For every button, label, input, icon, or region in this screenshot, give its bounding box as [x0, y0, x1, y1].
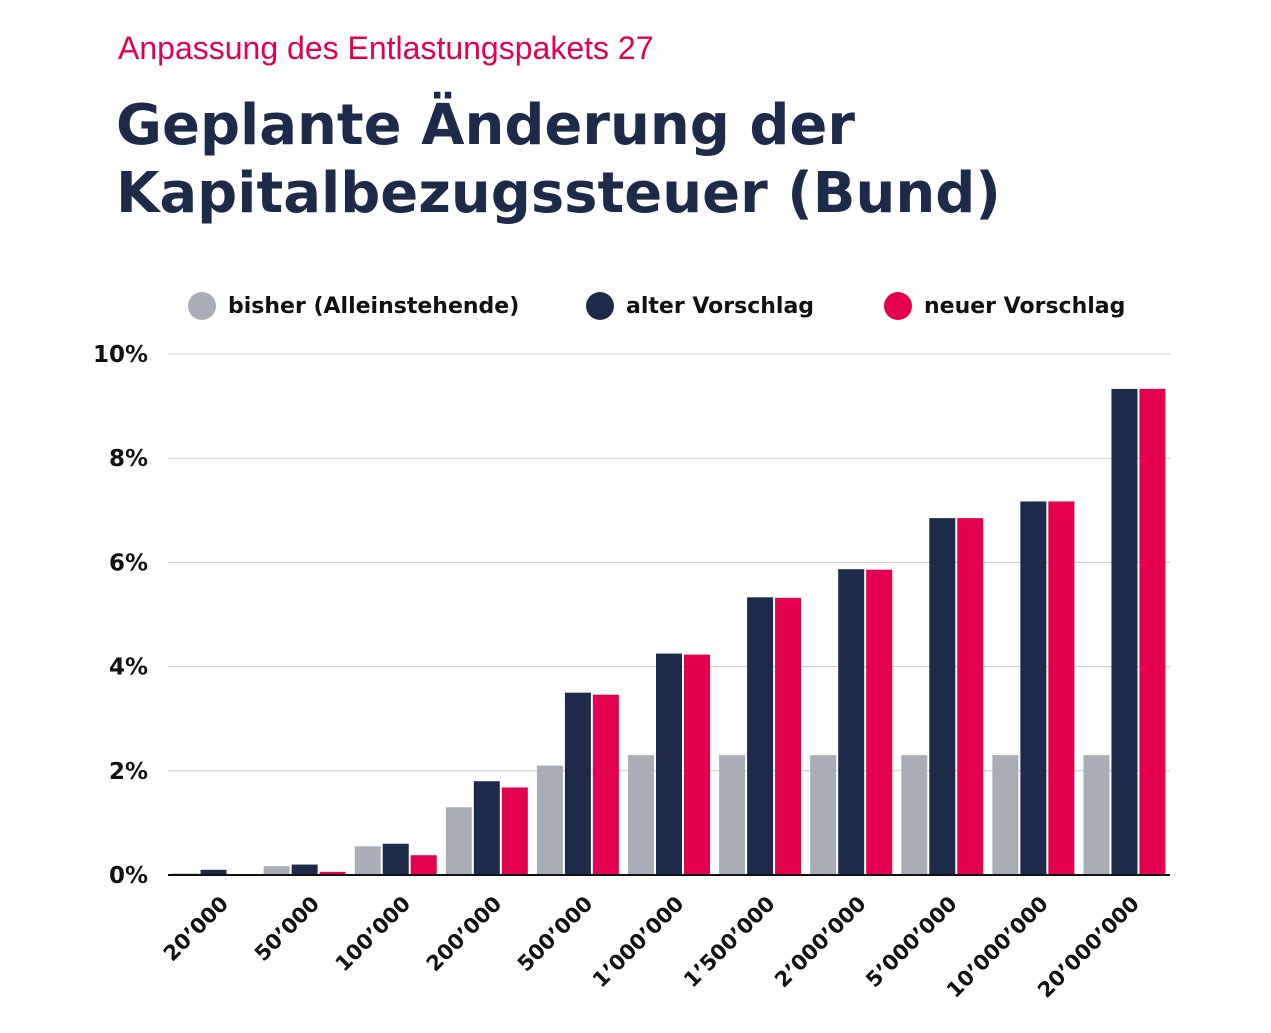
legend-item-alter: alter Vorschlag: [586, 286, 814, 326]
legend-item-neuer: neuer Vorschlag: [884, 286, 1125, 326]
legend-label-bisher: bisher (Alleinstehende): [228, 293, 520, 319]
y-tick-label: 8%: [109, 446, 148, 472]
chart-legend: bisher (Alleinstehende) alter Vorschlag …: [0, 286, 1271, 326]
legend-swatch-neuer: [884, 292, 912, 320]
y-tick-label: 0%: [109, 863, 148, 889]
bar: [901, 755, 928, 875]
x-tick-label: 1’000’000: [588, 892, 689, 993]
bar: [1111, 388, 1138, 875]
x-tick-label: 200’000: [422, 892, 507, 977]
bar: [747, 597, 774, 875]
bar: [1083, 755, 1110, 875]
chart-subtitle: Anpassung des Entlastungspakets 27: [118, 30, 654, 66]
bar: [263, 866, 290, 875]
bar: [536, 765, 563, 875]
x-tick-label: 500’000: [513, 892, 598, 977]
y-tick-label: 2%: [109, 759, 148, 785]
bar: [291, 864, 318, 875]
bar: [838, 569, 865, 875]
bar: [866, 569, 893, 875]
chart-title-line-2: Kapitalbezugssteuer (Bund): [116, 161, 1001, 226]
bar: [1020, 501, 1047, 875]
y-tick-label: 6%: [109, 550, 148, 576]
legend-swatch-bisher: [188, 292, 216, 320]
chart-title: Geplante Änderung der Kapitalbezugssteue…: [116, 92, 1216, 228]
x-tick-label: 2’000’000: [770, 892, 871, 993]
legend-label-neuer: neuer Vorschlag: [924, 293, 1126, 319]
bar: [445, 807, 472, 875]
bar: [473, 781, 500, 875]
x-tick-label: 5’000’000: [861, 892, 962, 993]
legend-label-alter: alter Vorschlag: [626, 293, 815, 319]
chart-title-line-1: Geplante Änderung der: [116, 93, 856, 158]
bar: [564, 692, 591, 875]
bar: [1048, 501, 1075, 875]
bar: [592, 694, 619, 875]
bar: [992, 755, 1019, 875]
bar: [200, 869, 227, 875]
bar: [628, 755, 654, 875]
x-tick-label: 20’000: [159, 892, 233, 966]
bar: [684, 654, 710, 875]
bar: [319, 871, 346, 875]
x-tick-label: 1’500’000: [679, 892, 780, 993]
bar: [810, 755, 837, 875]
bar: [501, 787, 528, 875]
bar: [957, 518, 984, 875]
x-tick-label: 100’000: [331, 892, 416, 977]
bar: [382, 843, 409, 875]
legend-swatch-alter: [586, 292, 614, 320]
bar: [719, 755, 746, 875]
bar: [410, 855, 437, 875]
legend-item-bisher: bisher (Alleinstehende): [188, 286, 519, 326]
bar: [775, 597, 802, 875]
bar: [354, 846, 381, 875]
y-tick-label: 4%: [109, 655, 148, 681]
bar: [929, 518, 956, 875]
bar: [656, 653, 682, 875]
bar: [1139, 388, 1166, 875]
y-tick-label: 10%: [93, 342, 148, 368]
x-tick-label: 50’000: [250, 892, 324, 966]
